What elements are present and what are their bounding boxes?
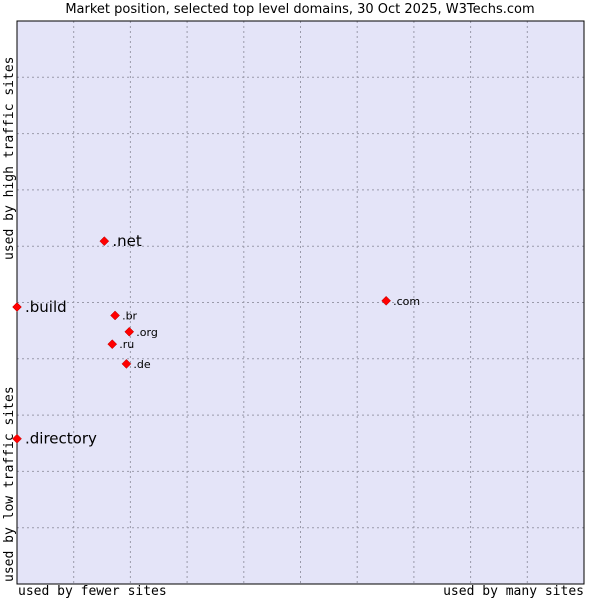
point-label-com: .com [393, 295, 420, 308]
point-label-org: .org [136, 326, 158, 339]
point-marker-directory[interactable] [12, 433, 22, 444]
point-label-build: .build [25, 298, 67, 316]
point-marker-br[interactable] [110, 310, 120, 321]
x-axis-label-fewer-sites: used by fewer sites [18, 584, 167, 599]
point-marker-net[interactable] [99, 236, 110, 246]
point-marker-org[interactable] [124, 326, 135, 337]
point-label-de: .de [133, 358, 150, 371]
point-marker-ru[interactable] [107, 339, 118, 350]
point-label-br: .br [122, 309, 137, 322]
point-marker-de[interactable] [121, 359, 132, 369]
point-label-ru: .ru [119, 338, 134, 351]
point-label-directory: .directory [25, 430, 97, 448]
point-marker-build[interactable] [12, 302, 22, 312]
chart-title: Market position, selected top level doma… [65, 2, 535, 17]
x-axis-label-many-sites: used by many sites [443, 584, 584, 599]
point-marker-com[interactable] [381, 295, 391, 306]
point-label-net: .net [112, 232, 142, 250]
